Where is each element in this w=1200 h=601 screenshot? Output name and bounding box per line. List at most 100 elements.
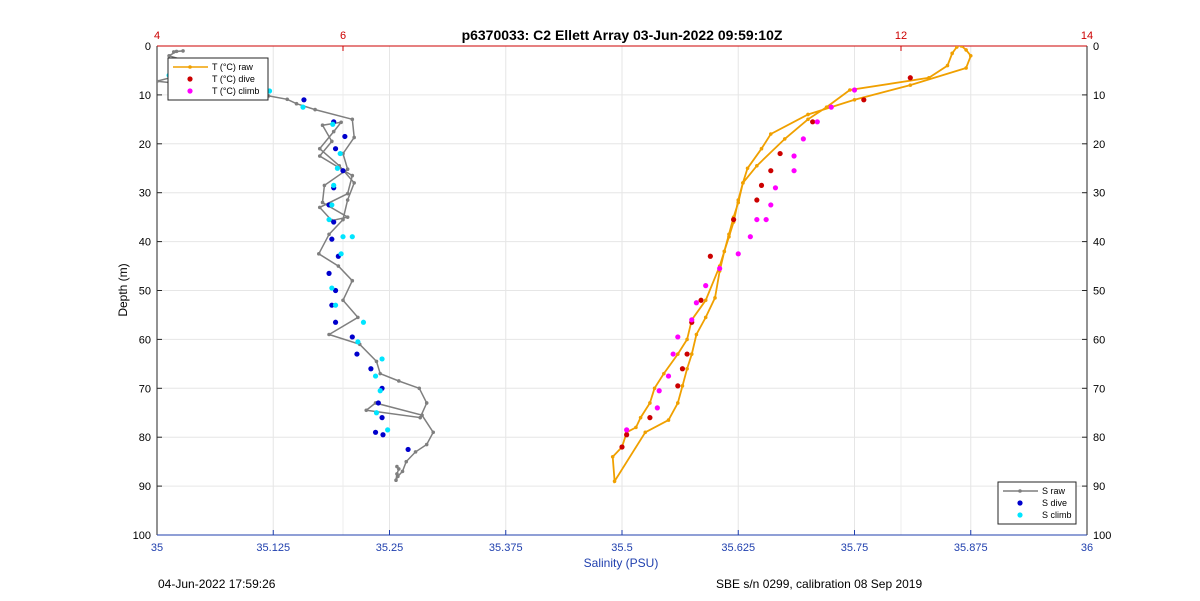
point-t-c-raw [824,105,829,109]
legend-box [167,57,269,101]
point-s-raw [317,252,321,256]
point-t-c-dive [684,351,690,357]
point-t-c-climb [670,351,676,357]
point-t-c-raw [945,63,950,68]
point-t-c-climb [675,334,681,340]
point-s-raw [345,215,350,219]
point-t-c-raw [689,352,694,356]
point-s-raw [418,415,422,420]
point-t-c-raw [676,352,680,356]
y-tick-label-left: 30 [139,188,151,200]
point-s-raw [331,129,336,134]
point-t-c-raw [848,88,852,92]
x2-tick-label: 14 [1081,30,1093,42]
y-tick-label-right: 70 [1093,383,1105,395]
legend-marker-s-dive [1017,500,1023,506]
grid [156,45,1088,536]
point-s-raw [336,264,341,268]
point-s-climb [326,216,332,223]
point-s-raw [424,442,429,447]
point-s-raw [397,379,401,383]
point-t-c-raw [852,97,857,102]
point-s-dive [332,319,339,325]
point-t-c-climb [693,300,700,306]
point-t-c-climb [800,136,806,142]
point-s-climb [300,104,306,110]
x-tick-label: 35.875 [954,542,988,554]
point-s-raw [341,298,345,303]
point-s-climb [338,251,344,257]
point-t-c-dive [810,119,816,125]
y-tick-label-right: 10 [1093,90,1105,102]
point-t-c-raw [908,83,913,87]
point-t-c-raw [727,232,731,237]
point-s-dive [329,302,335,308]
point-t-c-dive [754,197,760,203]
point-s-climb [340,234,346,240]
point-s-raw [400,469,405,474]
point-t-c-climb [735,251,741,257]
point-s-climb [377,388,383,394]
point-t-c-dive [679,366,686,372]
point-t-c-climb [772,185,779,191]
point-s-climb [334,165,341,171]
point-t-c-raw [703,298,708,303]
point-s-raw [397,467,401,471]
point-t-c-raw [634,425,638,430]
point-t-c-raw [662,371,666,376]
legend-label-s-dive: S dive [1042,498,1067,508]
point-s-raw [322,183,327,188]
x-tick-label: 35 [151,542,163,554]
legend-label-t-c-raw: T (°C) raw [212,62,253,72]
y-tick-label-left: 100 [133,530,151,542]
point-t-c-raw [703,315,708,320]
y-tick-label-right: 60 [1093,334,1105,346]
point-s-raw [171,50,176,54]
point-s-climb [329,285,335,291]
y-tick-label-right: 20 [1093,139,1105,151]
point-t-c-dive [624,432,630,438]
point-t-c-raw [694,332,699,337]
chart-title: p6370033: C2 Ellett Array 03-Jun-2022 09… [462,27,783,43]
point-t-c-dive [907,75,913,81]
y-tick-label-right: 80 [1093,432,1105,444]
point-s-dive [340,168,346,174]
point-s-dive [375,400,381,406]
point-s-raw [374,359,379,364]
point-s-climb [385,427,391,433]
point-s-raw [285,97,290,102]
point-t-c-raw [676,401,680,405]
point-s-dive [349,334,355,340]
point-s-raw [339,120,343,125]
point-t-c-climb [665,373,672,379]
point-t-c-dive [731,216,737,223]
point-s-raw [320,123,325,128]
point-s-raw [174,49,179,54]
point-t-c-climb [814,119,820,125]
legend-label-s-climb: S climb [1042,510,1072,520]
y-tick-label-right: 40 [1093,237,1105,249]
point-s-dive [326,270,332,276]
legend-label-s-raw: S raw [1042,486,1066,496]
point-t-c-raw [927,75,931,80]
x2-tick-label: 6 [340,30,346,42]
series-t-c-climb [624,87,858,433]
y-axis-label: Depth (m) [116,263,130,316]
y-tick-label-left: 70 [139,383,151,395]
point-t-c-climb [624,427,630,433]
point-s-raw [157,79,159,84]
footer-calibration: SBE s/n 0299, calibration 08 Sep 2019 [716,577,923,591]
point-t-c-raw [652,386,657,391]
point-t-c-raw [722,249,727,254]
point-s-raw [352,135,356,140]
point-t-c-raw [736,200,741,205]
point-t-c-raw [782,137,787,141]
point-t-c-raw [959,46,964,48]
point-s-climb [332,302,339,308]
point-s-raw [378,371,383,376]
y-tick-label-left: 0 [145,41,151,53]
y-tick-label-left: 60 [139,334,151,346]
point-t-c-dive [698,297,704,303]
point-t-c-dive [777,150,783,157]
point-s-climb [349,234,355,240]
